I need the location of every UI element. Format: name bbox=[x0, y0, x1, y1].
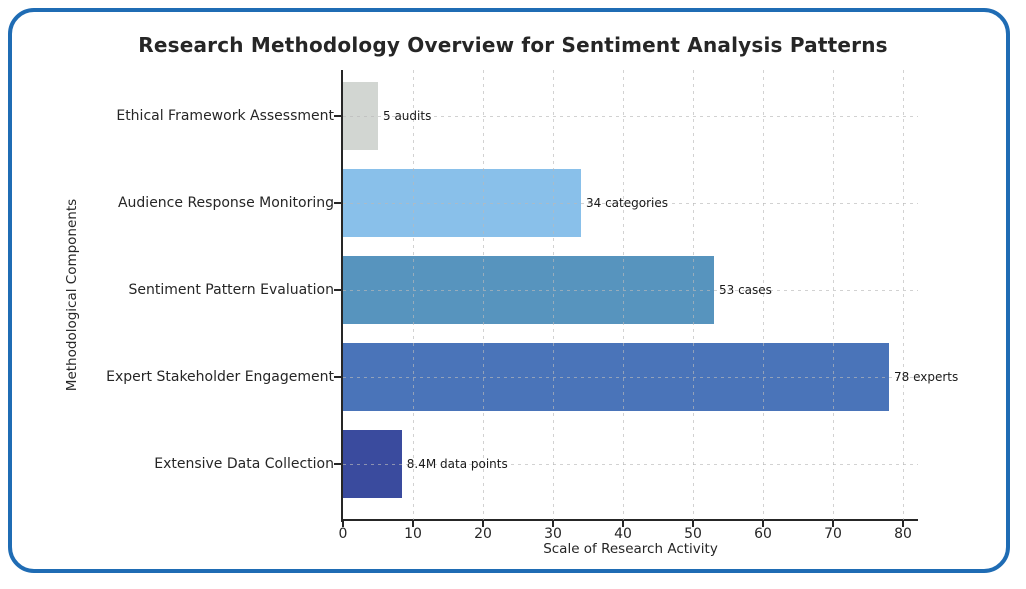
x-tick-label-50: 50 bbox=[684, 526, 702, 542]
x-tick-40 bbox=[622, 521, 624, 527]
category-label-4: Extensive Data Collection bbox=[154, 456, 334, 472]
x-tick-label-80: 80 bbox=[894, 526, 912, 542]
x-tick-label-20: 20 bbox=[474, 526, 492, 542]
x-tick-label-0: 0 bbox=[338, 526, 348, 542]
x-tick-label-40: 40 bbox=[614, 526, 632, 542]
x-tick-20 bbox=[482, 521, 484, 527]
plot-area: 5 audits 34 categories 53 cases 78 experts 8… bbox=[343, 70, 958, 520]
y-tick-0 bbox=[334, 115, 341, 117]
x-tick-0 bbox=[342, 521, 344, 527]
y-tick-2 bbox=[334, 289, 341, 291]
x-axis-label: Scale of Research Activity bbox=[543, 541, 718, 557]
gridline-vertical-10 bbox=[413, 70, 414, 520]
chart-title: Research Methodology Overview for Sentim… bbox=[138, 33, 888, 57]
category-label-2: Sentiment Pattern Evaluation bbox=[128, 282, 334, 298]
bar-value-label-3: 78 experts bbox=[894, 370, 959, 384]
gridline-vertical-40 bbox=[623, 70, 624, 520]
gridline-vertical-80 bbox=[903, 70, 904, 520]
gridline-vertical-50 bbox=[693, 70, 694, 520]
y-axis-label: Methodological Components bbox=[64, 198, 80, 392]
gridline-vertical-60 bbox=[763, 70, 764, 520]
y-tick-4 bbox=[334, 463, 341, 465]
x-tick-label-10: 10 bbox=[404, 526, 422, 542]
x-tick-80 bbox=[902, 521, 904, 527]
gridline-horizontal-1 bbox=[343, 203, 918, 204]
bar-value-label-0: 5 audits bbox=[383, 109, 432, 123]
x-tick-label-60: 60 bbox=[754, 526, 772, 542]
x-tick-50 bbox=[692, 521, 694, 527]
y-tick-1 bbox=[334, 202, 341, 204]
x-tick-30 bbox=[552, 521, 554, 527]
gridline-horizontal-4 bbox=[343, 464, 918, 465]
x-axis-spine bbox=[341, 519, 918, 521]
x-tick-label-30: 30 bbox=[544, 526, 562, 542]
gridline-vertical-70 bbox=[833, 70, 834, 520]
gridline-horizontal-3 bbox=[343, 377, 918, 378]
bar-value-label-1: 34 categories bbox=[586, 196, 668, 210]
x-tick-70 bbox=[832, 521, 834, 527]
y-axis-spine bbox=[341, 70, 343, 522]
category-label-1: Audience Response Monitoring bbox=[117, 195, 334, 211]
bar-value-label-4: 8.4M data points bbox=[406, 457, 508, 471]
y-tick-3 bbox=[334, 376, 341, 378]
gridline-vertical-30 bbox=[553, 70, 554, 520]
bar-value-label-2: 53 cases bbox=[719, 283, 772, 297]
x-tick-label-70: 70 bbox=[824, 526, 842, 542]
x-tick-10 bbox=[412, 521, 414, 527]
gridline-horizontal-2 bbox=[343, 290, 918, 291]
category-label-3: Expert Stakeholder Engagement bbox=[106, 369, 334, 385]
gridline-horizontal-0 bbox=[343, 116, 918, 117]
category-label-0: Ethical Framework Assessment bbox=[116, 108, 334, 124]
x-tick-60 bbox=[762, 521, 764, 527]
gridline-vertical-20 bbox=[483, 70, 484, 520]
